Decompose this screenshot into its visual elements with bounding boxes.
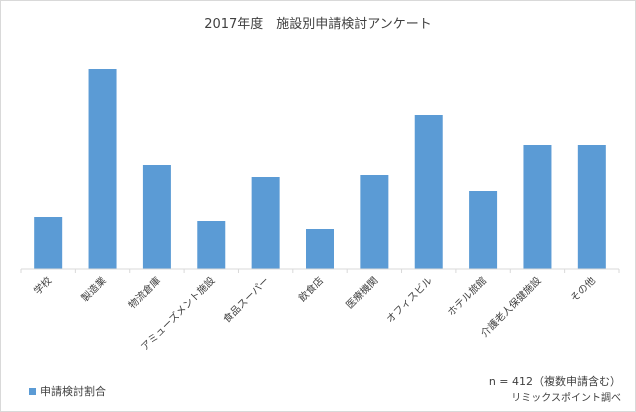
bar-4 [197,221,226,269]
sample-size: n = 412（複数申請含む） [488,375,621,388]
x-tick-label: オフィスビル [384,275,435,326]
bar-10 [523,145,552,269]
x-tick-label: ホテル旅館 [445,274,490,319]
bar-2 [88,69,117,269]
bar-6 [306,229,334,269]
x-tick-label: 製造業 [78,274,108,304]
bar-5 [251,177,280,269]
bar-8 [414,115,443,269]
x-tick-label: 飲食店 [296,274,326,304]
legend: 申請検討割合 [29,383,106,399]
x-tick-label: 医療機関 [343,274,380,311]
x-tick-label: 食品スーパー [220,274,272,326]
bar-11 [577,145,606,269]
x-tick-label: 物流倉庫 [126,274,163,311]
sample-note: n = 412（複数申請含む） リミックスポイント調べ [489,373,621,407]
legend-swatch [29,387,36,395]
legend-label: 申請検討割合 [40,385,106,398]
bar-9 [469,191,498,269]
bar-1 [34,217,63,269]
source-note: リミックスポイント調べ [511,393,621,404]
x-tick-label: その他 [568,274,598,304]
bar-7 [360,175,389,269]
x-tick-label: 学校 [31,274,54,297]
chart-title: 2017年度 施設別申請検討アンケート [204,17,432,32]
bar-3 [142,165,171,269]
